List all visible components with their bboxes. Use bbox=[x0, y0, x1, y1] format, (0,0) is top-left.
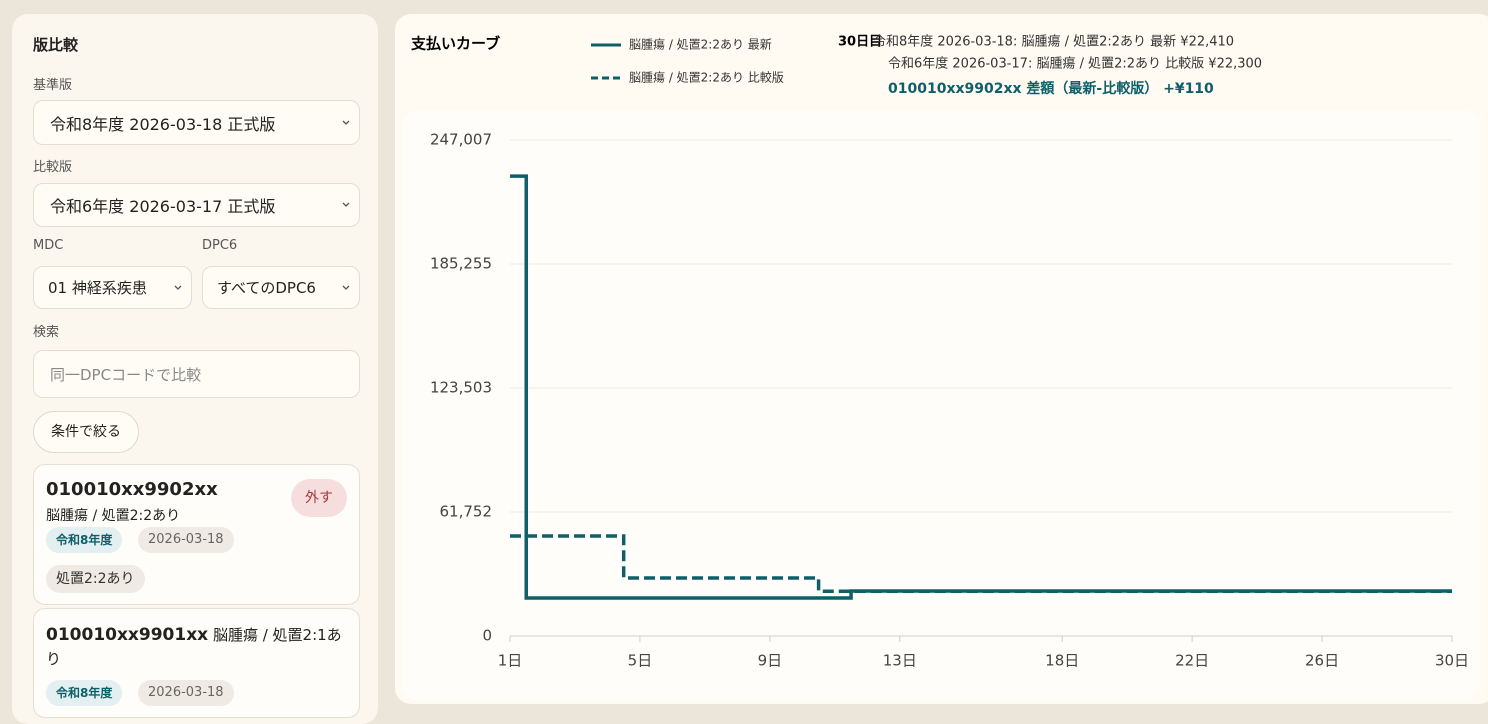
filter-button[interactable]: 条件で絞る bbox=[33, 411, 139, 453]
search-label: 検索 bbox=[33, 325, 60, 340]
mdc-value: 01 神経系疾患 bbox=[48, 279, 147, 297]
chart-title: 支払いカーブ bbox=[411, 35, 500, 53]
tooltip-diff: 010010xx9902xx 差額（最新-比較版） +¥110 bbox=[888, 80, 1214, 97]
y-tick-label: 185,255 bbox=[430, 255, 492, 273]
result-card[interactable]: 010010xx9902xx 脳腫瘍 / 処置2:2あり 外す 令和8年度 20… bbox=[33, 464, 360, 605]
chart-card bbox=[402, 110, 1480, 700]
item-heading: 010010xx9901xx 脳腫瘍 / 処置2:1あり bbox=[46, 623, 346, 671]
tooltip-line: 令和8年度 2026-03-18: 脳腫瘍 / 処置2:2あり 最新 ¥22,4… bbox=[873, 34, 1234, 50]
fiscal-tag: 令和8年度 bbox=[46, 527, 123, 553]
app: {"sidebar": {"title": "版比較", "base_label… bbox=[12, 14, 1488, 724]
base-select[interactable]: 令和8年度 2026-03-18 正式版 bbox=[33, 100, 360, 145]
sidebar-title: 版比較 bbox=[33, 36, 79, 54]
compare-select[interactable]: 令和6年度 2026-03-17 正式版 bbox=[33, 183, 360, 227]
x-tick-label: 22日 bbox=[1175, 652, 1209, 670]
search-placeholder: 同一DPCコードで比較 bbox=[50, 365, 202, 384]
tooltip-line: 令和6年度 2026-03-17: 脳腫瘍 / 処置2:2あり 比較版 ¥22,… bbox=[888, 56, 1262, 72]
x-tick-label: 26日 bbox=[1305, 652, 1339, 670]
series-line bbox=[510, 534, 1452, 593]
chevron bbox=[342, 285, 350, 290]
tooltip-day: 30日目 bbox=[838, 35, 882, 50]
dpc6-label: DPC6 bbox=[202, 238, 238, 253]
dpc6-select[interactable]: すべてのDPC6 bbox=[202, 266, 360, 309]
base-label: 基準版 bbox=[33, 78, 73, 93]
chevron bbox=[342, 202, 350, 207]
condition-tag: 処置2:2あり bbox=[46, 565, 145, 593]
legend-label: 脳腫瘍 / 処置2:2あり 比較版 bbox=[629, 71, 784, 85]
x-tick-label: 18日 bbox=[1045, 652, 1079, 670]
item-name: 脳腫瘍 / 処置2:2あり bbox=[46, 508, 181, 524]
chevron bbox=[174, 285, 182, 290]
x-tick-label: 5日 bbox=[628, 652, 653, 670]
y-tick-label: 123,503 bbox=[430, 379, 492, 397]
search-input[interactable]: 同一DPCコードで比較 bbox=[33, 350, 360, 398]
x-tick-label: 13日 bbox=[883, 652, 917, 670]
x-tick-label: 1日 bbox=[498, 652, 523, 670]
fiscal-tag: 令和8年度 bbox=[46, 680, 123, 706]
x-tick-label: 9日 bbox=[758, 652, 783, 670]
chevron bbox=[342, 120, 350, 125]
item-code: 010010xx9902xx bbox=[46, 479, 218, 500]
y-tick-label: 0 bbox=[482, 627, 492, 645]
item-name: 脳腫瘍 / 処置2:1あり bbox=[46, 626, 342, 668]
page: html, body { margin: 0; padding: 0; } bo… bbox=[12, 14, 1488, 724]
mdc-select[interactable]: 01 神経系疾患 bbox=[33, 266, 192, 309]
y-tick-label: 61,752 bbox=[440, 502, 493, 520]
mdc-label: MDC bbox=[33, 238, 64, 253]
chart: 支払いカーブ 30日目 令和8年度 2026-03-18: 脳腫瘍 / 処置2:… bbox=[411, 34, 1469, 670]
series-line bbox=[510, 174, 1452, 600]
date-tag: 2026-03-18 bbox=[138, 527, 234, 553]
result-card[interactable]: 010010xx9901xx 脳腫瘍 / 処置2:1あり 令和8年度 2026-… bbox=[33, 608, 360, 718]
compare-value: 令和6年度 2026-03-17 正式版 bbox=[50, 197, 276, 216]
legend-label: 脳腫瘍 / 処置2:2あり 最新 bbox=[629, 38, 772, 52]
item-code: 010010xx9901xx bbox=[46, 625, 209, 645]
x-tick-label: 30日 bbox=[1435, 652, 1469, 670]
base-value: 令和8年度 2026-03-18 正式版 bbox=[50, 114, 276, 134]
y-tick-label: 247,007 bbox=[430, 131, 492, 149]
date-tag: 2026-03-18 bbox=[138, 680, 234, 706]
dpc6-value: すべてのDPC6 bbox=[217, 279, 316, 297]
compare-label: 比較版 bbox=[33, 160, 73, 175]
remove-button[interactable]: 外す bbox=[291, 479, 347, 517]
